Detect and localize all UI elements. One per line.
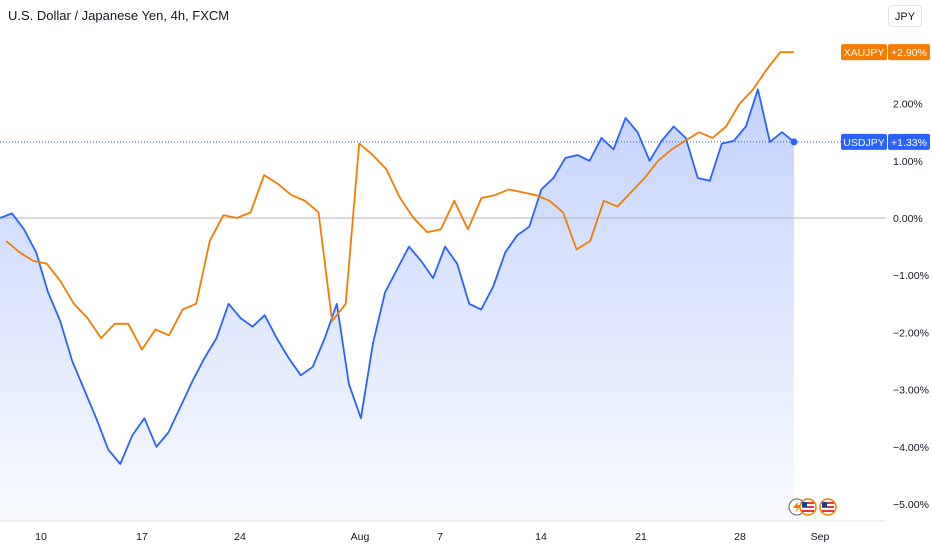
currency-button[interactable]: JPY [888,5,922,27]
x-tick-label: 7 [437,531,443,543]
xaujpy-tag: XAUJPY +2.90% [841,44,930,61]
x-tick-label: 10 [35,531,47,543]
series-tags: USDJPY +1.33% XAUJPY +2.90% [841,44,930,150]
y-tick-label: −1.00% [893,270,929,282]
time-axis[interactable]: 10 17 24 Aug 7 14 21 28 Sep [35,531,829,543]
event-icons[interactable] [788,498,837,516]
series-name-label: XAUJPY [844,47,885,59]
y-tick-label: −3.00% [893,385,929,397]
x-tick-label: Sep [811,531,830,543]
y-tick-label: 0.00% [893,213,923,225]
y-tick-label: 2.00% [893,99,923,111]
usdjpy-line [0,88,795,465]
usdjpy-area [0,89,794,522]
x-tick-label: 28 [734,531,746,543]
x-tick-label: 17 [136,531,148,543]
y-tick-label: −5.00% [893,499,929,511]
x-tick-label: 21 [635,531,647,543]
chart-title: U.S. Dollar / Japanese Yen, 4h, FXCM [8,8,230,23]
us-flag-event-icon[interactable] [799,498,817,516]
y-tick-label: 1.00% [893,156,923,168]
series-value-label: +1.33% [891,137,927,149]
x-tick-label: 24 [234,531,246,543]
y-tick-label: −4.00% [893,442,929,454]
series-name-label: USDJPY [843,137,884,149]
usdjpy-area-layer [0,89,794,522]
us-flag-event-icon[interactable] [819,498,837,516]
series-value-label: +2.90% [891,47,927,59]
price-axis[interactable]: 2.00% 1.00% 0.00% −1.00% −2.00% −3.00% −4.00% −… [893,99,929,511]
usdjpy-tag: USDJPY +1.33% [841,133,930,150]
xaujpy-line [5,51,794,351]
x-tick-label: 14 [535,531,547,543]
x-tick-label: Aug [351,531,370,543]
series-lines [0,51,798,465]
usdjpy-last-point [790,138,798,146]
y-tick-label: −2.00% [893,327,929,339]
